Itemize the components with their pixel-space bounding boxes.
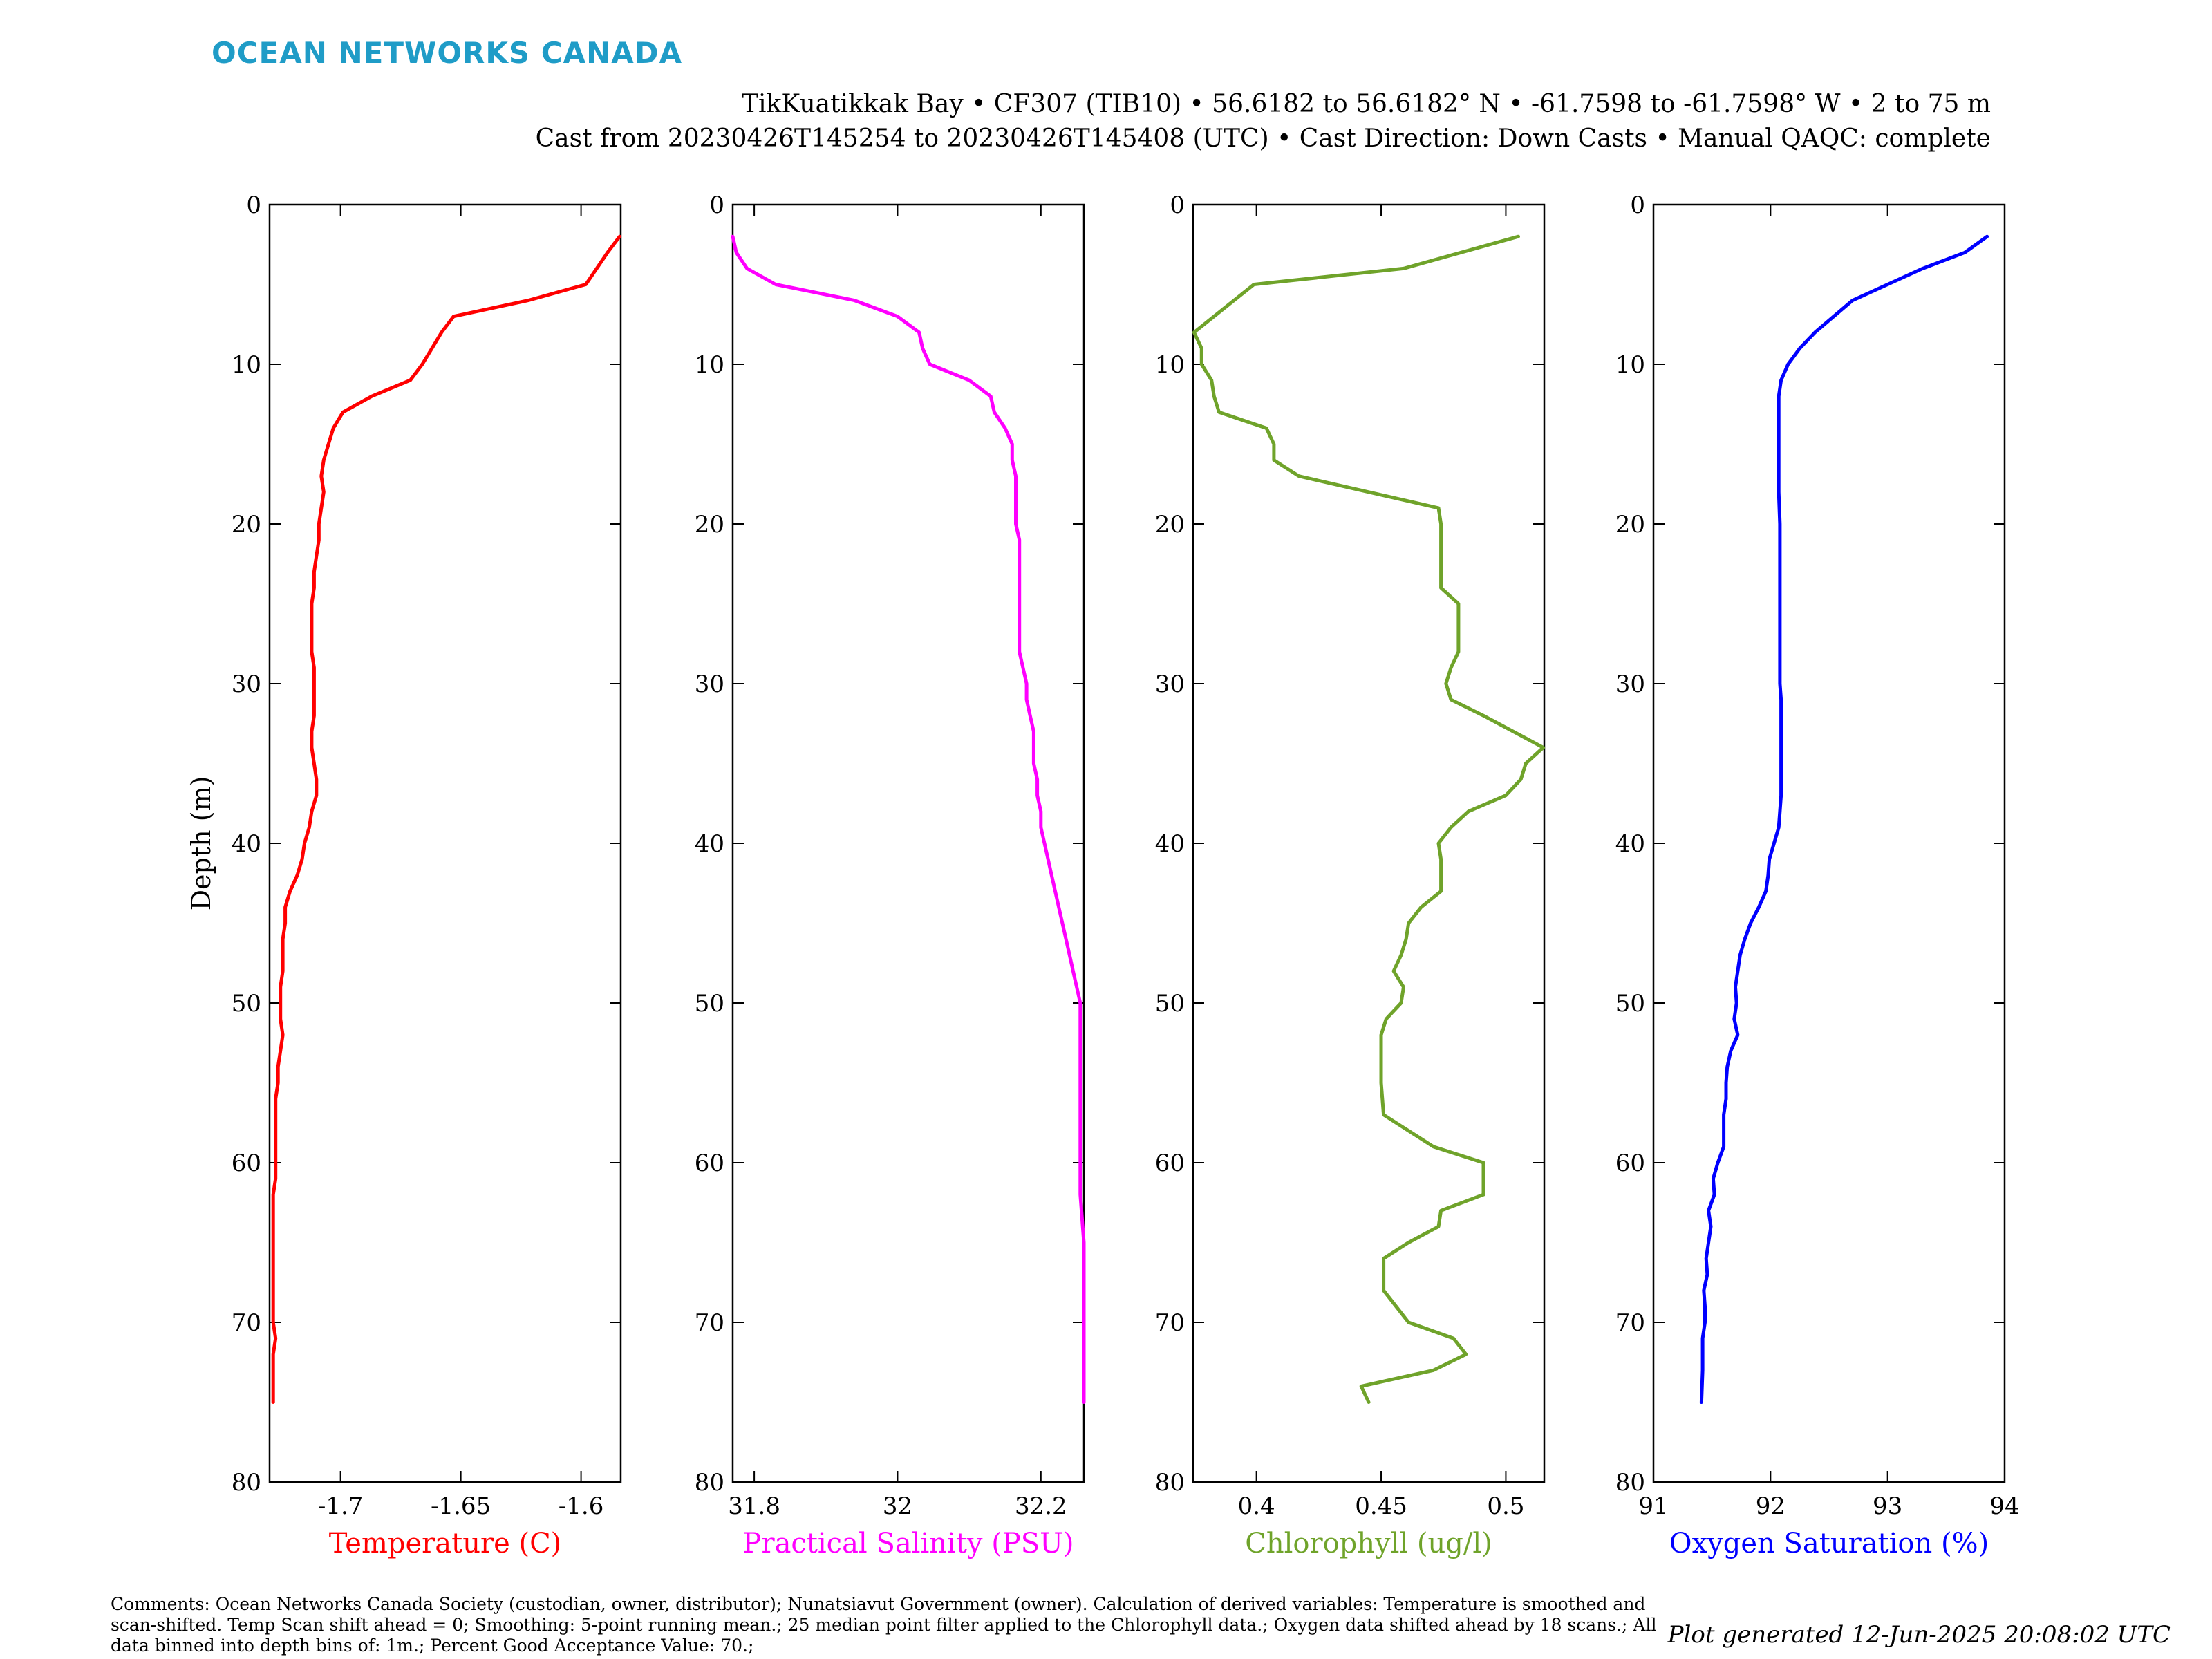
y-tick-label: 10 [232,351,261,379]
x-tick-label: 0.45 [1355,1492,1407,1520]
brand-logo-text: OCEAN NETWORKS CANADA [212,36,683,70]
y-tick-label: 10 [1615,351,1645,379]
axes-frame [1192,203,1546,1483]
y-tick-label: 60 [232,1150,261,1177]
y-tick-label: 40 [695,830,724,858]
y-tick-label: 80 [232,1469,261,1497]
y-tick-label: 50 [695,990,724,1018]
series-line [731,234,1086,1404]
x-tick-label: 32.2 [1015,1492,1067,1520]
axes-frame [1652,203,2006,1483]
x-tick-label: 0.5 [1487,1492,1524,1520]
y-tick-label: 20 [1615,511,1645,538]
y-tick-label: 80 [1615,1469,1645,1497]
y-tick-label: 40 [232,830,261,858]
y-tick-label: 50 [1155,990,1185,1018]
y-tick-label: 30 [695,671,724,698]
x-tick-label: 92 [1756,1492,1785,1520]
header-line-1: TikKuatikkak Bay • CF307 (TIB10) • 56.61… [742,90,1991,118]
y-tick-label: 70 [1155,1309,1185,1337]
y-tick-label: 10 [695,351,724,379]
generated-timestamp: Plot generated 12-Jun-2025 20:08:02 UTC [1667,1621,2171,1649]
y-tick-label: 40 [1615,830,1645,858]
chart-panel-1: 0 10 20 30 40 50 60 70 80 -1.7 -1.65 -1.6 Temperatur… [186,191,622,1559]
y-tick-label: 40 [1155,830,1185,858]
y-tick-label: 70 [1615,1309,1645,1337]
y-tick-label: 80 [1155,1469,1185,1497]
y-tick-label: 70 [695,1309,724,1337]
y-tick-label: 80 [695,1469,724,1497]
chart-panel-3: 0 10 20 30 40 50 60 70 80 0.4 0.45 0.5 Chlorophyll (… [1155,191,1546,1559]
y-tick-label: 20 [695,511,724,538]
header-line-2: Cast from 20230426T145254 to 20230426T14… [535,124,1991,153]
y-tick-label: 0 [246,191,261,219]
y-tick-label: 30 [1615,671,1645,698]
y-axis-label: Depth (m) [186,776,216,911]
x-axis-label: Chlorophyll (ug/l) [1245,1528,1492,1559]
y-tick-label: 60 [1615,1150,1645,1177]
series-line [1699,234,1989,1404]
x-axis-label: Practical Salinity (PSU) [743,1528,1074,1559]
y-tick-label: 50 [232,990,261,1018]
y-tick-label: 0 [1170,191,1185,219]
y-tick-label: 30 [1155,671,1185,698]
y-tick-label: 0 [1630,191,1645,219]
x-tick-label: 32 [883,1492,912,1520]
y-tick-label: 20 [232,511,261,538]
y-tick-label: 50 [1615,990,1645,1018]
x-axis-label: Oxygen Saturation (%) [1669,1528,1989,1559]
x-tick-label: 31.8 [728,1492,780,1520]
axes-frame [731,203,1085,1483]
y-tick-label: 60 [1155,1150,1185,1177]
comments-text: Comments: Ocean Networks Canada Society … [111,1594,1657,1656]
y-tick-label: 60 [695,1150,724,1177]
x-tick-label: -1.6 [559,1492,604,1520]
x-tick-label: -1.65 [431,1492,491,1520]
y-tick-label: 10 [1155,351,1185,379]
y-tick-label: 20 [1155,511,1185,538]
x-tick-label: 94 [1989,1492,2019,1520]
y-tick-label: 30 [232,671,261,698]
x-tick-label: -1.7 [318,1492,364,1520]
y-tick-label: 70 [232,1309,261,1337]
x-tick-label: 0.4 [1238,1492,1275,1520]
series-line [1192,234,1546,1404]
x-tick-label: 93 [1873,1492,1902,1520]
x-tick-label: 91 [1638,1492,1668,1520]
axes-frame [268,203,622,1483]
series-line [271,234,621,1404]
y-tick-label: 0 [709,191,724,219]
x-axis-label: Temperature (C) [329,1528,562,1559]
